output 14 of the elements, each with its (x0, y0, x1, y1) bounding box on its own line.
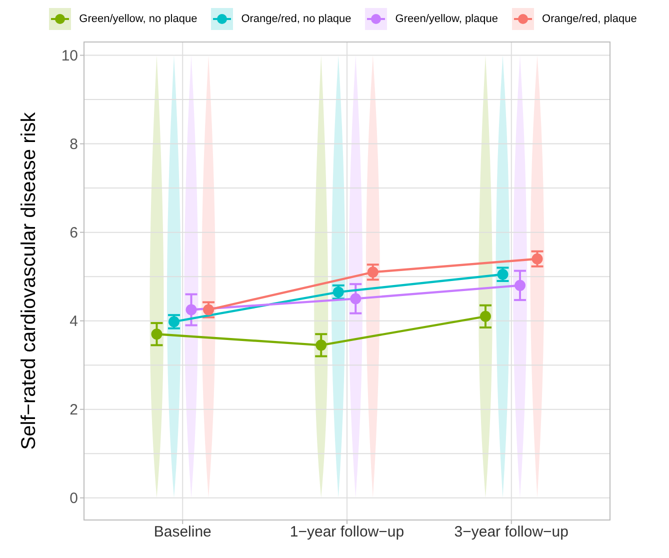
y-tick-label: 6 (70, 224, 78, 242)
y-tick-label: 2 (70, 402, 78, 419)
y-tick-label: 10 (61, 48, 78, 65)
legend-label: Green/yellow, plaque (395, 13, 498, 25)
y-tick-label: 4 (70, 313, 78, 330)
legend-label: Green/yellow, no plaque (79, 13, 198, 25)
x-tick-label: 3−year follow−up (454, 524, 568, 541)
y-tick-label: 8 (70, 136, 78, 154)
legend-label: Orange/red, plaque (542, 13, 637, 25)
x-tick-label: 1−year follow−up (290, 524, 404, 541)
y-tick-label: 0 (70, 490, 78, 508)
x-tick-label: Baseline (154, 524, 212, 541)
y-axis-title: Self−rated cardiovascular disease risk (18, 111, 40, 450)
legend-label: Orange/red, no plaque (241, 13, 352, 25)
